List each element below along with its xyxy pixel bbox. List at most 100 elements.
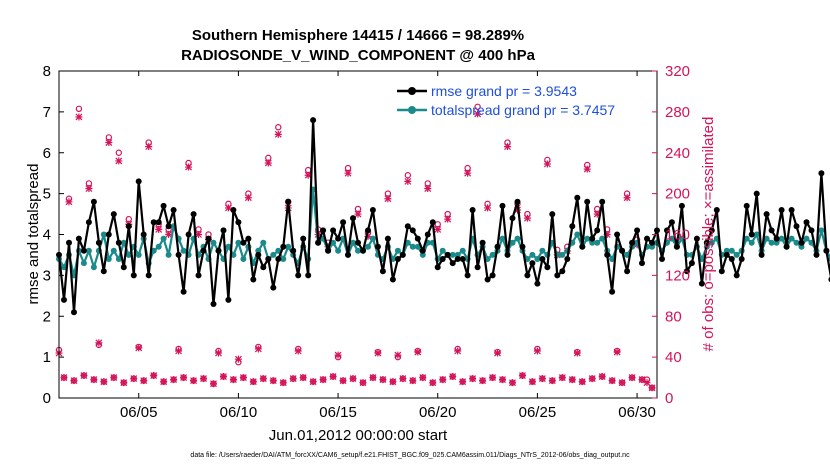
- obs-assimilated-marker: [110, 374, 118, 382]
- rmse-line: [57, 118, 830, 314]
- obs-assimilated-marker: [354, 210, 362, 218]
- y-left-tick-label: 3: [43, 267, 51, 284]
- rmse-point: [200, 247, 207, 254]
- rmse-point: [414, 235, 421, 242]
- obs-assimilated-marker: [319, 376, 327, 384]
- obs-assimilated-marker: [60, 374, 68, 382]
- rmse-point: [225, 296, 232, 303]
- rmse-point: [788, 207, 795, 213]
- rmse-point: [818, 170, 825, 177]
- rmse-point: [803, 219, 810, 226]
- obs-assimilated-marker: [374, 349, 382, 357]
- spread-point: [275, 247, 282, 254]
- rmse-point: [808, 227, 815, 234]
- obs-assimilated-marker: [489, 374, 497, 382]
- rmse-point: [464, 272, 471, 279]
- obs-assimilated-marker: [140, 377, 148, 385]
- rmse-point: [444, 251, 451, 258]
- rmse-point: [95, 239, 102, 246]
- rmse-point: [285, 198, 292, 205]
- obs-assimilated-marker: [200, 375, 208, 383]
- obs-assimilated-marker: [339, 377, 347, 385]
- rmse-point: [300, 235, 307, 242]
- spread-point: [120, 239, 127, 246]
- obs-assimilated-marker: [234, 355, 242, 363]
- obs-assimilated-marker: [244, 194, 252, 202]
- rmse-point: [270, 284, 277, 291]
- rmse-point: [768, 227, 775, 234]
- rmse-point: [424, 231, 431, 238]
- x-tick-label: 06/05: [120, 404, 158, 421]
- obs-assimilated-marker: [274, 130, 282, 138]
- obs-assimilated-marker: [185, 163, 193, 171]
- rmse-point: [614, 231, 621, 238]
- x-axis: 06/05 06/10 06/15 06/20 06/25 06/30: [120, 71, 656, 421]
- obs-possible-marker: [275, 124, 282, 131]
- obs-assimilated-marker: [419, 374, 427, 382]
- obs-assimilated-marker: [573, 349, 581, 357]
- obs-assimilated-marker: [648, 384, 656, 392]
- obs-assimilated-marker: [618, 379, 626, 387]
- obs-assimilated-marker: [429, 379, 437, 387]
- spread-point: [584, 235, 591, 242]
- y-right-tick-label: 0: [665, 390, 673, 407]
- legend-rmse-marker: [408, 87, 416, 95]
- rmse-point: [668, 219, 675, 226]
- obs-assimilated-marker: [389, 378, 397, 386]
- rmse-point: [250, 276, 257, 283]
- obs-assimilated-marker: [469, 375, 477, 383]
- rmse-point: [345, 251, 351, 258]
- chart-subtitle: RADIOSONDE_V_WIND_COMPONENT @ 400 hPa: [181, 47, 536, 64]
- obs-assimilated-marker: [538, 375, 546, 383]
- rmse-point: [325, 247, 332, 254]
- rmse-point: [205, 235, 212, 242]
- rmse-point: [180, 288, 187, 295]
- obs-assimilated-marker: [434, 225, 442, 233]
- obs-possible-marker: [474, 103, 481, 110]
- rmse-point: [504, 251, 511, 258]
- obs-assimilated-marker: [264, 159, 272, 167]
- rmse-point: [75, 235, 82, 242]
- rmse-point: [688, 260, 695, 267]
- obs-assimilated-marker: [155, 225, 163, 233]
- obs-assimilated-marker: [329, 373, 337, 381]
- obs-assimilated-marker: [364, 233, 372, 241]
- rmse-series: [56, 117, 830, 316]
- spread-point: [280, 256, 287, 262]
- obs-assimilated-marker: [239, 374, 247, 382]
- x-tick-label: 06/25: [519, 404, 557, 421]
- spread-point: [414, 243, 421, 250]
- spread-point: [454, 251, 461, 258]
- rmse-point: [639, 260, 645, 267]
- spread-point: [773, 239, 780, 246]
- rmse-point: [429, 219, 436, 226]
- rmse-point: [409, 227, 416, 234]
- spread-point: [594, 239, 601, 246]
- obs-assimilated-marker: [454, 347, 462, 355]
- y-right-tick-label: 80: [665, 308, 682, 325]
- spread-point: [459, 247, 466, 254]
- spread-point: [135, 251, 142, 258]
- spread-point: [793, 239, 800, 246]
- rmse-point: [793, 223, 800, 230]
- obs-assimilated-marker: [449, 373, 457, 381]
- spread-point: [160, 235, 167, 242]
- spread-point: [115, 256, 122, 262]
- obs-assimilated-marker: [120, 379, 128, 387]
- y-axis-left: 0 1 2 3 4 5 6 7 8: [43, 63, 64, 407]
- obs-assimilated-marker: [70, 377, 78, 385]
- rmse-point: [783, 243, 790, 250]
- obs-assimilated-marker: [150, 372, 158, 380]
- rmse-point: [350, 215, 356, 222]
- obs-assimilated-marker: [613, 348, 621, 356]
- obs-assimilated-marker: [80, 372, 88, 380]
- rmse-point: [454, 256, 461, 262]
- obs-assimilated-marker: [259, 375, 267, 383]
- spread-point: [599, 235, 606, 242]
- spread-point: [90, 264, 97, 271]
- rmse-point: [823, 247, 830, 254]
- obs-assimilated-marker: [304, 171, 312, 179]
- spread-point: [355, 247, 361, 254]
- spread-point: [574, 231, 581, 238]
